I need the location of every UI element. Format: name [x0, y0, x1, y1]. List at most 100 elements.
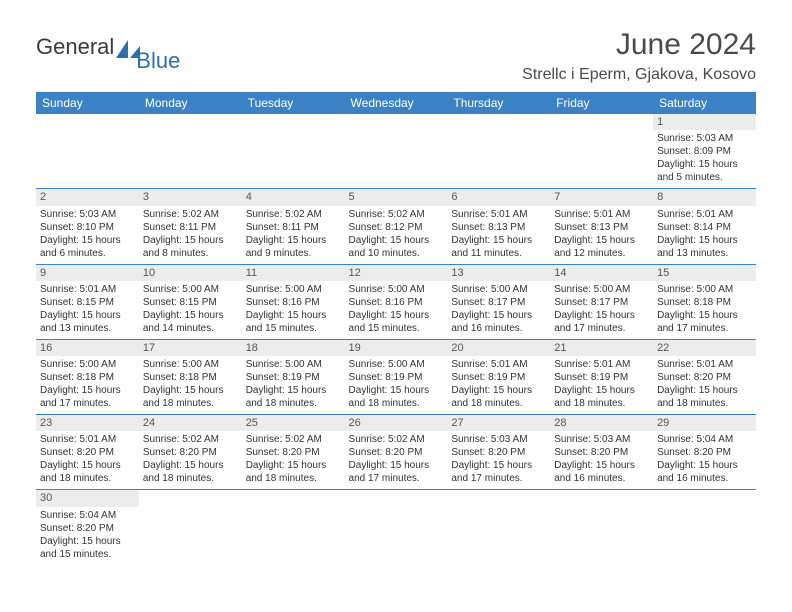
sunrise-text: Sunrise: 5:01 AM [554, 358, 649, 371]
sunset-text: Sunset: 8:20 PM [554, 446, 649, 459]
sunset-text: Sunset: 8:15 PM [40, 296, 135, 309]
sunrise-text: Sunrise: 5:04 AM [40, 509, 135, 522]
calendar-cell [653, 490, 756, 565]
sunrise-text: Sunrise: 5:03 AM [451, 433, 546, 446]
daylight-text: Daylight: 15 hours and 17 minutes. [657, 309, 752, 335]
calendar-cell [139, 114, 242, 189]
sunrise-text: Sunrise: 5:00 AM [349, 283, 444, 296]
calendar-cell: 1Sunrise: 5:03 AMSunset: 8:09 PMDaylight… [653, 114, 756, 189]
daylight-text: Daylight: 15 hours and 10 minutes. [349, 234, 444, 260]
dayheader-saturday: Saturday [653, 92, 756, 114]
sunrise-text: Sunrise: 5:00 AM [40, 358, 135, 371]
sunset-text: Sunset: 8:19 PM [451, 371, 546, 384]
daylight-text: Daylight: 15 hours and 13 minutes. [40, 309, 135, 335]
sunrise-text: Sunrise: 5:04 AM [657, 433, 752, 446]
day-number: 28 [550, 415, 653, 431]
calendar-cell: 20Sunrise: 5:01 AMSunset: 8:19 PMDayligh… [447, 339, 550, 414]
daylight-text: Daylight: 15 hours and 14 minutes. [143, 309, 238, 335]
day-content: Sunrise: 5:04 AMSunset: 8:20 PMDaylight:… [36, 507, 139, 565]
sunrise-text: Sunrise: 5:00 AM [657, 283, 752, 296]
daylight-text: Daylight: 15 hours and 5 minutes. [657, 158, 752, 184]
day-content: Sunrise: 5:02 AMSunset: 8:20 PMDaylight:… [242, 431, 345, 489]
day-number: 7 [550, 189, 653, 205]
day-content: Sunrise: 5:01 AMSunset: 8:13 PMDaylight:… [550, 206, 653, 264]
sunrise-text: Sunrise: 5:02 AM [246, 433, 341, 446]
calendar-row: 16Sunrise: 5:00 AMSunset: 8:18 PMDayligh… [36, 339, 756, 414]
day-number: 10 [139, 265, 242, 281]
daylight-text: Daylight: 15 hours and 18 minutes. [657, 384, 752, 410]
calendar-cell [550, 114, 653, 189]
daylight-text: Daylight: 15 hours and 11 minutes. [451, 234, 546, 260]
dayheader-thursday: Thursday [447, 92, 550, 114]
calendar-cell [36, 114, 139, 189]
day-number: 11 [242, 265, 345, 281]
day-content: Sunrise: 5:01 AMSunset: 8:15 PMDaylight:… [36, 281, 139, 339]
day-content: Sunrise: 5:02 AMSunset: 8:11 PMDaylight:… [139, 206, 242, 264]
day-number: 2 [36, 189, 139, 205]
day-number: 5 [345, 189, 448, 205]
calendar-cell: 17Sunrise: 5:00 AMSunset: 8:18 PMDayligh… [139, 339, 242, 414]
calendar-cell: 19Sunrise: 5:00 AMSunset: 8:19 PMDayligh… [345, 339, 448, 414]
day-number: 6 [447, 189, 550, 205]
calendar-cell [345, 490, 448, 565]
calendar-cell: 21Sunrise: 5:01 AMSunset: 8:19 PMDayligh… [550, 339, 653, 414]
dayheader-sunday: Sunday [36, 92, 139, 114]
sunset-text: Sunset: 8:18 PM [40, 371, 135, 384]
day-content: Sunrise: 5:02 AMSunset: 8:11 PMDaylight:… [242, 206, 345, 264]
day-content: Sunrise: 5:00 AMSunset: 8:17 PMDaylight:… [550, 281, 653, 339]
calendar-row: 23Sunrise: 5:01 AMSunset: 8:20 PMDayligh… [36, 415, 756, 490]
calendar-cell: 30Sunrise: 5:04 AMSunset: 8:20 PMDayligh… [36, 490, 139, 565]
calendar-cell [550, 490, 653, 565]
calendar-cell [139, 490, 242, 565]
sunset-text: Sunset: 8:10 PM [40, 221, 135, 234]
day-content: Sunrise: 5:00 AMSunset: 8:17 PMDaylight:… [447, 281, 550, 339]
calendar-cell: 13Sunrise: 5:00 AMSunset: 8:17 PMDayligh… [447, 264, 550, 339]
sunrise-text: Sunrise: 5:00 AM [143, 358, 238, 371]
sunset-text: Sunset: 8:20 PM [40, 446, 135, 459]
sunset-text: Sunset: 8:09 PM [657, 145, 752, 158]
day-number: 12 [345, 265, 448, 281]
logo-text-general: General [36, 34, 114, 60]
sunrise-text: Sunrise: 5:01 AM [657, 208, 752, 221]
day-content: Sunrise: 5:04 AMSunset: 8:20 PMDaylight:… [653, 431, 756, 489]
sunset-text: Sunset: 8:12 PM [349, 221, 444, 234]
calendar-cell: 26Sunrise: 5:02 AMSunset: 8:20 PMDayligh… [345, 415, 448, 490]
page: General Blue June 2024 Strellc i Eperm, … [0, 0, 792, 585]
logo: General Blue [36, 28, 180, 74]
day-number: 4 [242, 189, 345, 205]
daylight-text: Daylight: 15 hours and 13 minutes. [657, 234, 752, 260]
day-content: Sunrise: 5:00 AMSunset: 8:18 PMDaylight:… [36, 356, 139, 414]
sunrise-text: Sunrise: 5:01 AM [657, 358, 752, 371]
calendar-cell: 18Sunrise: 5:00 AMSunset: 8:19 PMDayligh… [242, 339, 345, 414]
sunrise-text: Sunrise: 5:02 AM [246, 208, 341, 221]
sunrise-text: Sunrise: 5:00 AM [246, 283, 341, 296]
calendar-cell [242, 114, 345, 189]
daylight-text: Daylight: 15 hours and 6 minutes. [40, 234, 135, 260]
sunset-text: Sunset: 8:20 PM [40, 522, 135, 535]
calendar-table: Sunday Monday Tuesday Wednesday Thursday… [36, 92, 756, 565]
day-number: 26 [345, 415, 448, 431]
calendar-row: 9Sunrise: 5:01 AMSunset: 8:15 PMDaylight… [36, 264, 756, 339]
calendar-cell [242, 490, 345, 565]
sunrise-text: Sunrise: 5:01 AM [554, 208, 649, 221]
day-content: Sunrise: 5:01 AMSunset: 8:19 PMDaylight:… [550, 356, 653, 414]
day-number: 18 [242, 340, 345, 356]
sunrise-text: Sunrise: 5:00 AM [246, 358, 341, 371]
sunrise-text: Sunrise: 5:03 AM [554, 433, 649, 446]
sunset-text: Sunset: 8:13 PM [554, 221, 649, 234]
logo-text-blue: Blue [136, 48, 180, 74]
calendar-cell: 8Sunrise: 5:01 AMSunset: 8:14 PMDaylight… [653, 189, 756, 264]
daylight-text: Daylight: 15 hours and 8 minutes. [143, 234, 238, 260]
daylight-text: Daylight: 15 hours and 12 minutes. [554, 234, 649, 260]
sunset-text: Sunset: 8:20 PM [246, 446, 341, 459]
sunset-text: Sunset: 8:19 PM [246, 371, 341, 384]
calendar-cell: 16Sunrise: 5:00 AMSunset: 8:18 PMDayligh… [36, 339, 139, 414]
calendar-cell [447, 114, 550, 189]
sunset-text: Sunset: 8:20 PM [451, 446, 546, 459]
day-content: Sunrise: 5:02 AMSunset: 8:20 PMDaylight:… [139, 431, 242, 489]
day-content: Sunrise: 5:01 AMSunset: 8:20 PMDaylight:… [36, 431, 139, 489]
calendar-cell: 3Sunrise: 5:02 AMSunset: 8:11 PMDaylight… [139, 189, 242, 264]
sunrise-text: Sunrise: 5:01 AM [451, 358, 546, 371]
sunset-text: Sunset: 8:19 PM [554, 371, 649, 384]
sunset-text: Sunset: 8:14 PM [657, 221, 752, 234]
